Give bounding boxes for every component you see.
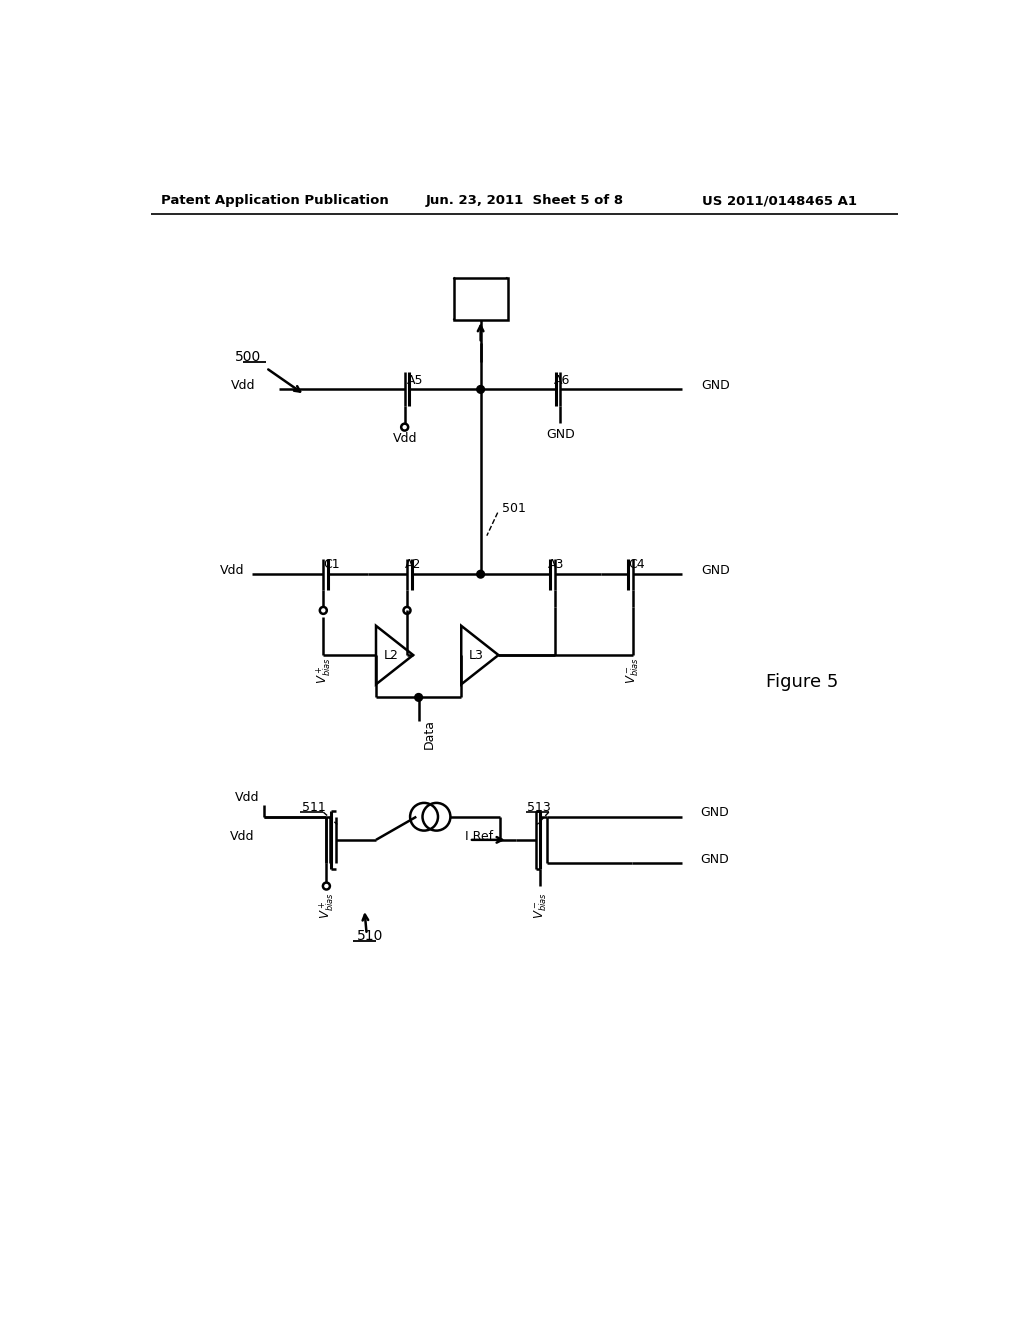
Text: $V^-_{bias}$: $V^-_{bias}$ [532, 892, 549, 919]
Text: Vdd: Vdd [229, 829, 254, 842]
Text: A2: A2 [406, 558, 422, 572]
Text: A6: A6 [554, 374, 570, 387]
Text: $V^+_{bias}$: $V^+_{bias}$ [314, 657, 333, 684]
Text: $V^+_{bias}$: $V^+_{bias}$ [317, 892, 336, 919]
Text: Vdd: Vdd [236, 791, 260, 804]
Text: Vdd: Vdd [392, 432, 417, 445]
Text: GND: GND [700, 853, 729, 866]
Text: A3: A3 [549, 558, 565, 572]
Text: $V^-_{bias}$: $V^-_{bias}$ [625, 657, 641, 684]
Text: Data: Data [423, 719, 435, 750]
Text: Vdd: Vdd [231, 379, 256, 392]
Text: L2: L2 [383, 648, 398, 661]
Text: 511: 511 [302, 801, 326, 814]
Text: US 2011/0148465 A1: US 2011/0148465 A1 [701, 194, 856, 207]
Circle shape [477, 570, 484, 578]
Text: Patent Application Publication: Patent Application Publication [162, 194, 389, 207]
Text: Jun. 23, 2011  Sheet 5 of 8: Jun. 23, 2011 Sheet 5 of 8 [426, 194, 624, 207]
Text: Vdd: Vdd [220, 564, 245, 577]
Text: I Ref: I Ref [465, 829, 494, 842]
Text: Figure 5: Figure 5 [766, 673, 839, 690]
Text: C1: C1 [324, 558, 340, 572]
Circle shape [477, 385, 484, 393]
Text: GND: GND [546, 428, 574, 441]
Text: 513: 513 [527, 801, 551, 814]
Text: 510: 510 [356, 929, 383, 942]
Text: L3: L3 [469, 648, 483, 661]
Text: GND: GND [701, 564, 730, 577]
Text: GND: GND [700, 807, 729, 820]
Text: GND: GND [701, 379, 730, 392]
Bar [454, 277, 508, 321]
Text: C4: C4 [628, 558, 645, 572]
Text: 500: 500 [234, 350, 261, 364]
Circle shape [415, 693, 423, 701]
Text: A5: A5 [407, 374, 423, 387]
Text: 501: 501 [503, 502, 526, 515]
